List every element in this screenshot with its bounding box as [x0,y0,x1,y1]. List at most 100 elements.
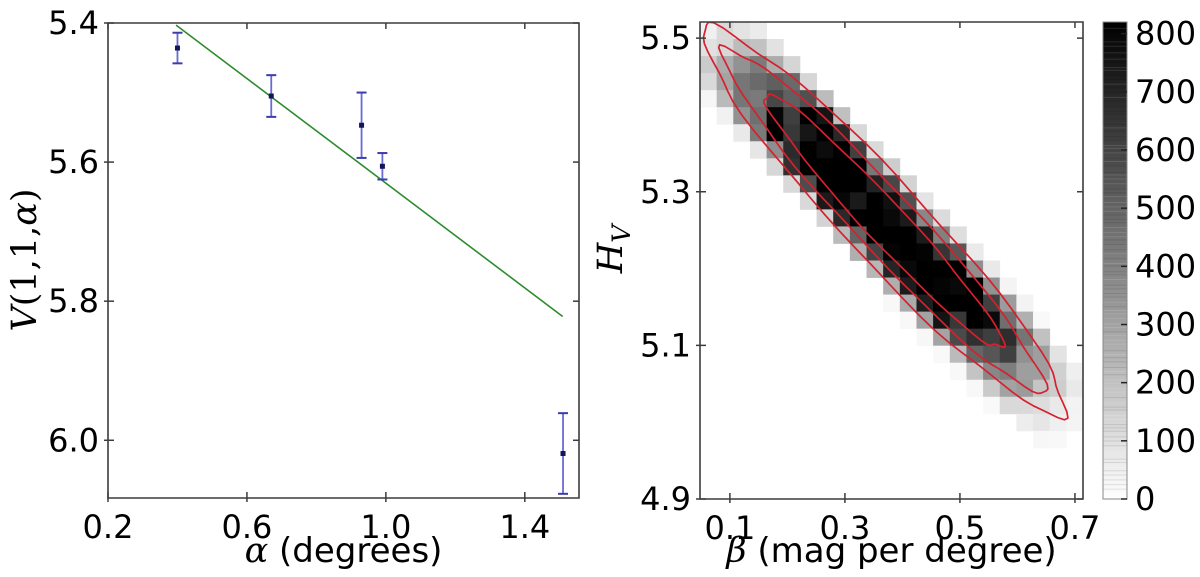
heatmap-cell [966,379,984,398]
heatmap-cell [949,362,967,381]
heatmap-cell [766,107,784,125]
heatmap-cell [783,141,801,159]
left-ticks [104,22,579,502]
left-xaxis-label: α (degrees) [245,531,443,571]
heatmap-cell [983,345,1001,364]
right-ytick-label: 4.9 [640,480,691,518]
heatmap-cell [999,396,1017,415]
heatmap-cell [799,107,817,125]
right-xtick-label: 0.3 [819,509,870,547]
heatmap-cell [700,22,718,40]
heatmap-cell [716,107,734,125]
left-xtick-label: 1.0 [360,508,411,546]
contour-line [702,22,1069,421]
heatmap-cell [866,192,884,210]
heatmap-cell [1016,362,1034,381]
heatmap-cell [1066,362,1083,381]
heatmap-cell [916,294,934,313]
heatmap-cell [1066,396,1083,415]
heatmap-cell [983,379,1001,398]
heatmap-cell [849,124,867,142]
data-point-with-errorbar [172,31,183,65]
left-yaxis-label: V(1,1,α) [5,188,45,331]
colorbar-tick-label: 700 [1135,73,1196,111]
heatmap-cell [1066,413,1083,432]
data-point-with-errorbar [356,91,367,159]
contour-line [762,93,1007,349]
heatmap-cell [1049,413,1067,432]
left-ytick-label: 6.0 [48,421,99,459]
heatmap-cell [833,226,851,244]
heatmap-cell [733,22,751,40]
heatmap-cell [749,141,768,159]
heatmap-cell [899,175,917,193]
heatmap-cell [1049,345,1067,364]
heatmap-cell [816,158,834,176]
heatmap-cell [933,209,951,227]
left-ytick-label: 5.4 [48,4,99,42]
heatmap-cell [833,158,851,176]
heatmap-cell [883,158,901,176]
heatmap-cell [966,294,984,313]
heatmap-cell [783,158,801,176]
contour-line [717,43,1049,395]
colorbar-tick-label: 100 [1135,422,1196,460]
heatmap-cell [883,294,901,313]
heatmap-cell [983,396,1001,415]
heatmap-cell [999,345,1017,364]
colorbar-border [1102,21,1128,500]
heatmap-cell [966,311,984,330]
heatmap-cell [749,22,768,40]
heatmap-cell [899,260,917,278]
right-ytick-label: 5.3 [640,173,691,211]
heatmap-cell [816,141,834,159]
right-yaxis-label: HV [591,222,636,275]
heatmap-cell [749,124,768,142]
heatmap-cell [716,22,734,40]
heatmap [700,22,1083,449]
heatmap-cell [783,175,801,193]
heatmap-cell [916,277,934,295]
heatmap-cell [916,260,934,278]
heatmap-cell [749,73,768,91]
heatmap-cell [766,73,784,91]
heatmap-cell [749,39,768,57]
heatmap-cell [849,192,867,210]
heatmap-cell [1033,430,1051,449]
heatmap-cell [816,90,834,108]
heatmap-cell [866,226,884,244]
point-marker [379,163,385,169]
heatmap-cell [1033,396,1051,415]
heatmap-cell [999,362,1017,381]
heatmap-cell [849,141,867,159]
heatmap-cell [933,294,951,313]
heatmap-cell [933,226,951,244]
heatmap-cell [1016,413,1034,432]
heatmap-cell [700,90,718,108]
heatmap-cell [1049,379,1067,398]
heatmap-cell [1033,328,1051,347]
heatmap-cell [866,141,884,159]
heatmap-cell [1016,396,1034,415]
heatmap-cell [1016,345,1034,364]
data-point-with-errorbar [558,412,569,495]
colorbar-tick-label: 600 [1135,131,1196,169]
fit-line [175,24,564,318]
heatmap-cell [966,277,984,295]
heatmap-cell [1066,379,1083,398]
heatmap-cell [899,192,917,210]
heatmap-cell [733,124,751,142]
heatmap-cell [866,243,884,261]
heatmap-cell [833,107,851,125]
heatmap-cell [783,107,801,125]
colorbar-tick-label: 500 [1135,189,1196,227]
heatmap-cell [733,39,751,57]
colorbar-tick-label: 300 [1135,305,1196,343]
heatmap-cell [849,175,867,193]
heatmap-cell [866,175,884,193]
heatmap-cell [783,56,801,74]
left-spines [107,22,580,499]
right-ytick-label: 5.1 [640,326,691,364]
